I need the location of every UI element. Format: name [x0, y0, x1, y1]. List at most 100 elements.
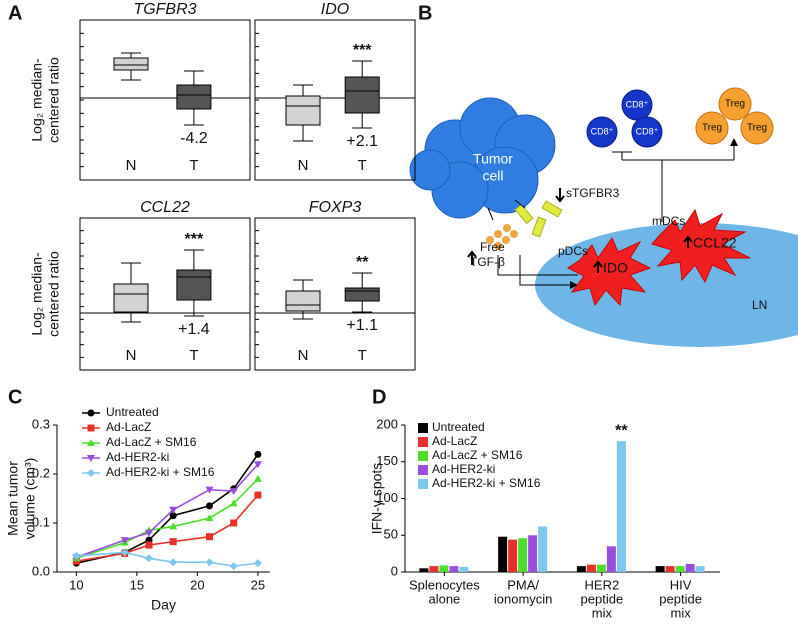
marker: [72, 551, 81, 560]
panel-title: FOXP3: [309, 199, 362, 216]
x-tick-label: alone: [428, 591, 460, 606]
ido-label: IDO: [603, 260, 628, 276]
bar: [419, 568, 429, 572]
category-label: T: [358, 157, 367, 174]
ido-star: [567, 236, 652, 307]
significance: **: [356, 254, 369, 271]
tgfb-label: Free: [480, 240, 505, 254]
fold-change: +1.4: [178, 321, 210, 338]
tumor-label: cell: [482, 168, 503, 184]
legend-marker: [87, 439, 95, 446]
ln-label: LN: [752, 298, 767, 312]
bar: [508, 539, 518, 572]
panel-label: C: [8, 386, 22, 408]
bar: [498, 536, 508, 572]
plot-frame: [79, 19, 251, 181]
y-axis-label: IFN-γ spots: [369, 463, 385, 535]
up-arrow: [593, 260, 603, 273]
legend-swatch: [418, 451, 428, 461]
legend-swatch: [418, 423, 428, 433]
marker: [205, 558, 214, 567]
marker: [205, 533, 213, 541]
x-tick-label: PMA/: [507, 577, 539, 592]
x-tick-label: 15: [130, 577, 144, 592]
y-tick-label: 0.0: [32, 563, 50, 578]
marker: [144, 554, 153, 563]
marker: [145, 541, 153, 549]
x-tick-label: peptide: [581, 591, 624, 606]
arrows: [519, 255, 570, 286]
bar: [449, 566, 459, 572]
cd8-cells: [586, 89, 663, 148]
x-axis-label: Day: [151, 597, 176, 613]
bar: [655, 566, 665, 572]
tgfb-dots: [486, 224, 518, 250]
bar: [685, 563, 695, 572]
diagram: Tumor cell sTGFBR3 Free TGF-β IDO CCL22 …: [409, 87, 798, 347]
bar: [528, 535, 538, 572]
marker: [205, 514, 214, 522]
series-line: [76, 551, 258, 567]
pdcs-label: pDCs: [558, 244, 588, 258]
x-tick-label: 25: [251, 577, 265, 592]
y-axis-label: Mean tumor: [5, 461, 21, 536]
y-tick-label: 150: [376, 453, 398, 468]
x-tick-label: peptide: [659, 591, 702, 606]
category-label: N: [298, 157, 309, 174]
marker: [253, 559, 262, 568]
legend-label: Ad-HER2-ki: [106, 450, 169, 464]
up-arrow: [683, 235, 693, 248]
stgfbr3-label: sTGFBR3: [566, 186, 620, 200]
legend-marker: [87, 424, 95, 432]
stgfbr3-cylinders: [514, 200, 563, 238]
marker: [253, 474, 262, 482]
up-arrow: [467, 250, 477, 265]
bracket: [612, 144, 735, 222]
marker: [169, 558, 178, 567]
treg-cells: [695, 87, 774, 145]
legend-label: Ad-HER2-ki + SM16: [432, 476, 541, 490]
legend-swatch: [418, 437, 428, 447]
mdcs-label: mDCs: [652, 214, 685, 228]
legend-swatch: [418, 479, 428, 489]
legend-label: Ad-LacZ + SM16: [106, 435, 197, 449]
marker: [169, 522, 178, 530]
box: [113, 283, 149, 313]
category-label: N: [298, 347, 309, 364]
bar: [439, 565, 449, 572]
y-tick-label: 0.1: [32, 514, 50, 529]
x-tick-label: HIV: [670, 577, 692, 592]
category-label: T: [189, 347, 198, 364]
marker: [229, 562, 238, 571]
legend-marker: [87, 409, 95, 417]
panel-title: IDO: [321, 1, 349, 18]
x-tick-label: Splenocytes: [409, 577, 480, 592]
cd8-label: CD8⁺: [626, 99, 649, 109]
bar: [695, 566, 705, 572]
y-axis-label: centered ratio: [46, 57, 62, 143]
marker: [229, 499, 238, 507]
significance: ***: [185, 231, 204, 248]
y-tick-label: 0.2: [32, 465, 50, 480]
tgfb-label: TGF-β: [470, 255, 505, 269]
legend-label: Ad-HER2-ki: [432, 462, 495, 476]
arrows: [487, 199, 578, 276]
x-tick-label: mix: [592, 605, 613, 620]
category-label: T: [358, 347, 367, 364]
legend-swatch: [418, 465, 428, 475]
fold-change: -4.2: [180, 130, 208, 147]
panel-label: B: [418, 2, 432, 24]
treg-label: Treg: [725, 99, 745, 110]
treg-label: Treg: [702, 123, 722, 134]
y-axis-label: Log₂ median-: [29, 252, 45, 336]
tumor-cluster: [409, 97, 556, 219]
y-axis-label: centered ratio: [46, 251, 62, 337]
bar: [665, 566, 675, 572]
plot-frame: [254, 19, 416, 181]
ccl22-label: CCL22: [693, 235, 737, 251]
y-tick-label: 100: [376, 490, 398, 505]
marker: [120, 548, 129, 557]
x-tick-label: 10: [69, 577, 83, 592]
plot-frame: [254, 217, 416, 371]
